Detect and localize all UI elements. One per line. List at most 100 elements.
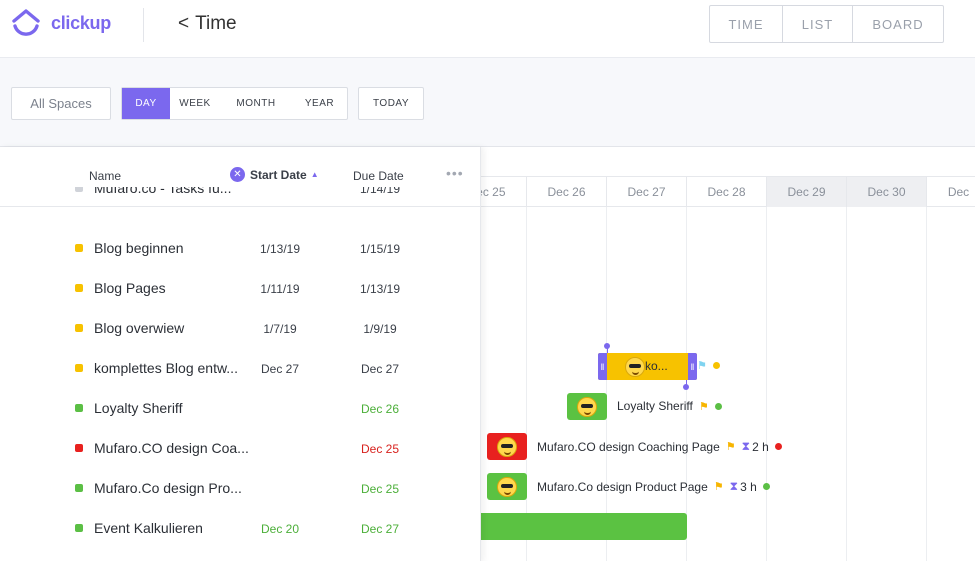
date-column: Dec 26 bbox=[526, 177, 606, 207]
assignee-avatar-icon bbox=[577, 396, 597, 417]
scale-month-button[interactable]: MONTH bbox=[236, 98, 276, 109]
priority-flag-icon: ⚑ bbox=[713, 481, 724, 493]
grid-line bbox=[846, 207, 847, 561]
assignee-avatar-icon bbox=[497, 476, 517, 497]
task-due-date[interactable]: Dec 25 bbox=[360, 442, 400, 456]
task-due-date[interactable]: 1/15/19 bbox=[359, 242, 401, 256]
task-due-date[interactable]: Dec 26 bbox=[360, 402, 400, 416]
task-row[interactable]: Mufaro.Co design Pro... Dec 25 bbox=[0, 468, 480, 508]
column-header-start-label: Start Date bbox=[250, 167, 307, 182]
scale-week-button[interactable]: WEEK bbox=[179, 98, 211, 109]
status-dot bbox=[714, 402, 722, 410]
task-due-date[interactable]: Dec 25 bbox=[360, 482, 400, 496]
priority-flag-icon: ⚑ bbox=[698, 400, 709, 413]
task-row[interactable]: komplettes Blog entw... Dec 27 Dec 27 bbox=[0, 348, 480, 388]
logo-text: clickup bbox=[51, 12, 111, 33]
date-column: Dec 27 bbox=[606, 177, 686, 207]
grid-line bbox=[926, 207, 927, 561]
date-column: Dec bbox=[926, 177, 975, 207]
status-dot bbox=[762, 483, 770, 490]
top-header: clickup < Time TIME LIST BOARD bbox=[0, 0, 975, 58]
task-name[interactable]: Blog overwiew bbox=[94, 320, 185, 336]
task-name[interactable]: komplettes Blog entw... bbox=[94, 360, 238, 376]
task-row[interactable]: Blog beginnen 1/13/19 1/15/19 bbox=[0, 228, 480, 268]
task-name[interactable]: Mufaro.CO design Coa... bbox=[94, 440, 249, 456]
column-header-name[interactable]: Name bbox=[89, 169, 122, 183]
task-due-date[interactable]: 1/13/19 bbox=[359, 282, 401, 296]
task-bar-loyalty-sheriff[interactable] bbox=[567, 393, 607, 420]
task-start-date[interactable]: 1/11/19 bbox=[260, 282, 300, 296]
scale-year-button[interactable]: YEAR bbox=[304, 98, 335, 109]
assignee-avatar-icon bbox=[624, 356, 645, 377]
header-divider bbox=[143, 8, 144, 42]
task-row[interactable]: Mufaro.co - Tasks fu... 1/14/19 bbox=[0, 180, 480, 208]
scale-day-button[interactable]: DAY bbox=[122, 88, 170, 119]
task-start-date[interactable]: 1/13/19 bbox=[259, 242, 301, 256]
date-column: Dec 28 bbox=[686, 177, 766, 207]
task-bar-meta: ⚑ bbox=[697, 359, 720, 372]
task-row[interactable]: Loyalty Sheriff Dec 26 bbox=[0, 388, 480, 428]
status-square bbox=[75, 404, 83, 412]
view-switcher: TIME LIST BOARD bbox=[709, 5, 944, 43]
task-due-date[interactable]: 1/9/19 bbox=[363, 322, 397, 336]
bar-resize-left-handle[interactable]: ‖ bbox=[598, 353, 607, 380]
time-estimate: 3 h bbox=[740, 479, 757, 494]
today-button[interactable]: TODAY bbox=[358, 87, 424, 120]
bar-start-connector bbox=[607, 347, 608, 354]
date-column-weekend: Dec 29 bbox=[766, 177, 846, 207]
status-square bbox=[75, 244, 83, 252]
task-name[interactable]: Mufaro.Co design Pro... bbox=[94, 480, 242, 496]
view-list-button[interactable]: LIST bbox=[783, 6, 853, 42]
task-row[interactable]: Mufaro.CO design Coa... Dec 25 bbox=[0, 428, 480, 468]
task-bar-label: Mufaro.Co design Product Page bbox=[537, 479, 708, 494]
back-chevron-icon[interactable]: < bbox=[178, 13, 190, 34]
status-dot bbox=[712, 362, 720, 369]
task-due-date[interactable]: Dec 27 bbox=[360, 362, 400, 376]
task-bar-komplettes-blog[interactable]: ‖ ko... ‖ bbox=[598, 353, 697, 380]
clickup-logo[interactable]: clickup bbox=[11, 8, 111, 38]
task-name[interactable]: Event Kalkulieren bbox=[94, 520, 203, 536]
page-title: < Time bbox=[178, 13, 237, 35]
time-scale-selector: DAY WEEK MONTH YEAR bbox=[121, 87, 348, 120]
task-row[interactable]: Blog Pages 1/11/19 1/13/19 bbox=[0, 268, 480, 308]
task-due-date[interactable]: 1/14/19 bbox=[359, 182, 401, 196]
clickup-logo-icon bbox=[12, 9, 40, 36]
task-name[interactable]: Blog Pages bbox=[94, 280, 166, 296]
task-start-date[interactable]: 1/7/19 bbox=[263, 322, 297, 336]
task-bar-product-page[interactable] bbox=[487, 473, 527, 500]
task-bar-label: ko... bbox=[645, 359, 668, 373]
bar-resize-right-handle[interactable]: ‖ bbox=[688, 353, 697, 380]
task-bar-event-kalkulieren[interactable] bbox=[470, 513, 687, 540]
task-name[interactable]: Blog beginnen bbox=[94, 240, 184, 256]
task-name[interactable]: Mufaro.co - Tasks fu... bbox=[94, 180, 232, 196]
task-start-date[interactable]: Dec 20 bbox=[260, 522, 300, 536]
task-due-date[interactable]: Dec 27 bbox=[360, 522, 400, 536]
task-start-date[interactable]: Dec 27 bbox=[260, 362, 300, 376]
status-dot bbox=[774, 443, 782, 450]
time-estimate: 2 h bbox=[752, 439, 769, 454]
view-time-button[interactable]: TIME bbox=[710, 6, 783, 42]
task-bar-label: Mufaro.CO design Coaching Page bbox=[537, 439, 720, 454]
bar-end-pin[interactable] bbox=[683, 384, 689, 390]
timeline-content: Dec 25 Dec 26 Dec 27 Dec 28 Dec 29 Dec 3… bbox=[0, 146, 975, 561]
more-options-icon[interactable]: ••• bbox=[446, 165, 464, 181]
status-square bbox=[75, 524, 83, 532]
grid-line bbox=[606, 207, 607, 561]
task-row[interactable]: Event Kalkulieren Dec 20 Dec 27 bbox=[0, 508, 480, 548]
column-header-start-date[interactable]: ✕ Start Date ▲ bbox=[230, 167, 319, 182]
view-board-button[interactable]: BOARD bbox=[872, 16, 924, 32]
sort-ascending-icon: ▲ bbox=[310, 170, 319, 179]
task-bar-meta: Loyalty Sheriff ⚑ bbox=[617, 399, 722, 413]
column-header-due-date[interactable]: Due Date bbox=[353, 169, 404, 183]
clear-sort-icon[interactable]: ✕ bbox=[230, 167, 245, 182]
bar-start-pin[interactable] bbox=[604, 343, 610, 349]
priority-flag-icon: ⚑ bbox=[697, 360, 707, 372]
task-row[interactable]: Blog overwiew 1/7/19 1/9/19 bbox=[0, 308, 480, 348]
task-name[interactable]: Loyalty Sheriff bbox=[94, 400, 183, 416]
hourglass-icon: ⧗ bbox=[729, 479, 739, 493]
status-square bbox=[75, 444, 83, 452]
task-bar-coaching-page[interactable] bbox=[487, 433, 527, 460]
all-spaces-button[interactable]: All Spaces bbox=[11, 87, 111, 120]
assignee-avatar-icon bbox=[497, 436, 517, 457]
hourglass-icon: ⧗ bbox=[741, 439, 751, 453]
